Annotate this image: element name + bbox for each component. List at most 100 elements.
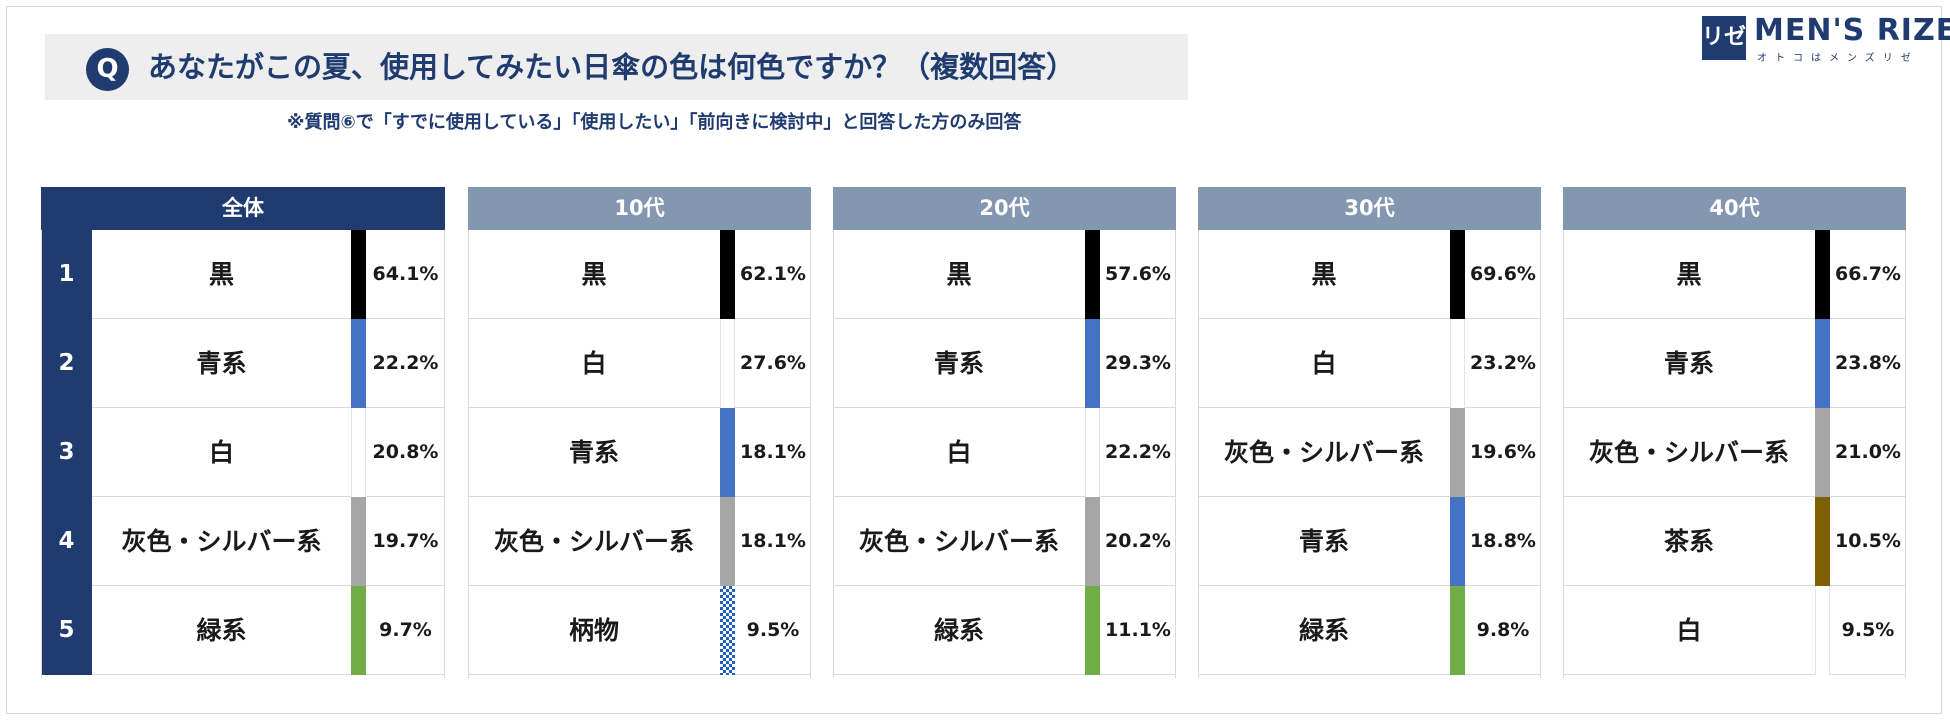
ranking-row: 青系 18.8% xyxy=(1198,497,1541,586)
question-banner: Q あなたがこの夏、使用してみたい日傘の色は何色ですか？（複数回答） xyxy=(45,34,1188,100)
color-swatch xyxy=(351,408,366,497)
rank-number: 2 xyxy=(41,319,92,408)
color-name: 灰色・シルバー系 xyxy=(858,527,1059,556)
color-swatch xyxy=(1815,586,1830,675)
ranking-row: 柄物 9.5% xyxy=(468,586,811,675)
ranking-row: 青系 29.3% xyxy=(833,319,1176,408)
question-badge: Q xyxy=(86,48,129,91)
ranking-row: 青系 18.1% xyxy=(468,408,811,497)
ranking-row: 黒 57.6% xyxy=(833,230,1176,319)
brand-logo: リゼ MEN'S RIZE オトコはメンズリゼ xyxy=(1702,14,1950,64)
ranking-row: 灰色・シルバー系 18.1% xyxy=(468,497,811,586)
color-name: 青系 xyxy=(196,349,247,378)
color-swatch xyxy=(720,497,735,586)
ranking-row: 1 黒 64.1% xyxy=(41,230,445,319)
color-swatch xyxy=(351,497,366,586)
color-name: 黒 xyxy=(946,260,972,289)
color-swatch xyxy=(1085,497,1100,586)
percentage-value: 19.6% xyxy=(1470,441,1536,463)
color-swatch xyxy=(351,586,366,675)
color-swatch xyxy=(1815,319,1830,408)
color-name: 茶系 xyxy=(1663,527,1714,556)
rank-number: 1 xyxy=(41,230,92,319)
ranking-panel: 10代黒 62.1% 白 27.6% 青系 18.1% 灰色・シルバー系 18.1% 柄物 9.5… xyxy=(468,187,811,675)
color-name: 緑系 xyxy=(933,616,984,645)
color-swatch xyxy=(1815,408,1830,497)
ranking-panel: 30代黒 69.6% 白 23.2% 灰色・シルバー系 19.6% 青系 18.8% 緑系 9.8… xyxy=(1198,187,1541,675)
color-name: 青系 xyxy=(568,438,619,467)
ranking-row: 茶系 10.5% xyxy=(1563,497,1906,586)
percentage-value: 18.1% xyxy=(740,441,806,463)
panel-header: 全体 xyxy=(41,187,445,230)
ranking-row: 白 27.6% xyxy=(468,319,811,408)
color-swatch xyxy=(1450,408,1465,497)
percentage-value: 23.8% xyxy=(1835,352,1901,374)
color-swatch xyxy=(351,230,366,319)
percentage-value: 57.6% xyxy=(1105,263,1171,285)
percentage-value: 29.3% xyxy=(1105,352,1171,374)
ranking-panel: 20代黒 57.6% 青系 29.3% 白 22.2% 灰色・シルバー系 20.2% 緑系 11.… xyxy=(833,187,1176,675)
color-swatch xyxy=(1450,586,1465,675)
percentage-value: 18.8% xyxy=(1470,530,1536,552)
percentage-value: 10.5% xyxy=(1835,530,1901,552)
color-name: 白 xyxy=(1311,349,1337,378)
panel-header: 10代 xyxy=(468,187,811,230)
color-name: 灰色・シルバー系 xyxy=(1223,438,1424,467)
color-swatch xyxy=(720,230,735,319)
color-swatch xyxy=(1085,408,1100,497)
percentage-value: 19.7% xyxy=(372,530,439,552)
color-name: 緑系 xyxy=(1298,616,1349,645)
color-swatch xyxy=(1450,230,1465,319)
color-name: 青系 xyxy=(933,349,984,378)
percentage-value: 20.2% xyxy=(1105,530,1171,552)
logo-tagline: オトコはメンズリゼ xyxy=(1757,53,1919,64)
slide-frame xyxy=(6,6,1942,714)
panel-header: 40代 xyxy=(1563,187,1906,230)
color-swatch xyxy=(1085,586,1100,675)
panel-header: 20代 xyxy=(833,187,1176,230)
color-swatch xyxy=(720,408,735,497)
percentage-value: 69.6% xyxy=(1470,263,1536,285)
rank-number: 5 xyxy=(41,586,92,675)
color-name: 白 xyxy=(208,438,234,467)
percentage-value: 27.6% xyxy=(740,352,806,374)
ranking-row: 白 9.5% xyxy=(1563,586,1906,675)
rank-number: 4 xyxy=(41,497,92,586)
question-text: あなたがこの夏、使用してみたい日傘の色は何色ですか？（複数回答） xyxy=(148,50,1076,84)
ranking-row: 緑系 11.1% xyxy=(833,586,1176,675)
percentage-value: 18.1% xyxy=(740,530,806,552)
logo-mark: リゼ xyxy=(1702,16,1746,60)
ranking-row: 青系 23.8% xyxy=(1563,319,1906,408)
color-name: 青系 xyxy=(1663,349,1714,378)
percentage-value: 9.7% xyxy=(379,619,432,641)
percentage-value: 66.7% xyxy=(1835,263,1901,285)
ranking-row: 2 青系 22.2% xyxy=(41,319,445,408)
color-name: 黒 xyxy=(1676,260,1702,289)
ranking-row: 灰色・シルバー系 21.0% xyxy=(1563,408,1906,497)
ranking-row: 5 緑系 9.7% xyxy=(41,586,445,675)
rank-number: 3 xyxy=(41,408,92,497)
ranking-row: 黒 66.7% xyxy=(1563,230,1906,319)
color-name: 黒 xyxy=(581,260,607,289)
color-name: 白 xyxy=(581,349,607,378)
ranking-row: 黒 69.6% xyxy=(1198,230,1541,319)
ranking-row: 白 23.2% xyxy=(1198,319,1541,408)
color-swatch xyxy=(1815,230,1830,319)
color-name: 灰色・シルバー系 xyxy=(1588,438,1789,467)
ranking-row: 白 22.2% xyxy=(833,408,1176,497)
ranking-row: 3 白 20.8% xyxy=(41,408,445,497)
color-name: 灰色・シルバー系 xyxy=(493,527,694,556)
color-swatch xyxy=(351,319,366,408)
percentage-value: 21.0% xyxy=(1835,441,1901,463)
color-name: 緑系 xyxy=(196,616,247,645)
color-swatch xyxy=(1085,230,1100,319)
percentage-value: 22.2% xyxy=(1105,441,1171,463)
percentage-value: 9.8% xyxy=(1476,619,1530,641)
question-note: ※質問⑥で「すでに使用している」「使用したい」「前向きに検討中」と回答した方のみ… xyxy=(287,112,1022,133)
color-swatch xyxy=(1815,497,1830,586)
color-swatch xyxy=(1085,319,1100,408)
color-name: 灰色・シルバー系 xyxy=(121,527,322,556)
ranking-row: 黒 62.1% xyxy=(468,230,811,319)
color-name: 黒 xyxy=(208,260,234,289)
percentage-value: 62.1% xyxy=(740,263,806,285)
